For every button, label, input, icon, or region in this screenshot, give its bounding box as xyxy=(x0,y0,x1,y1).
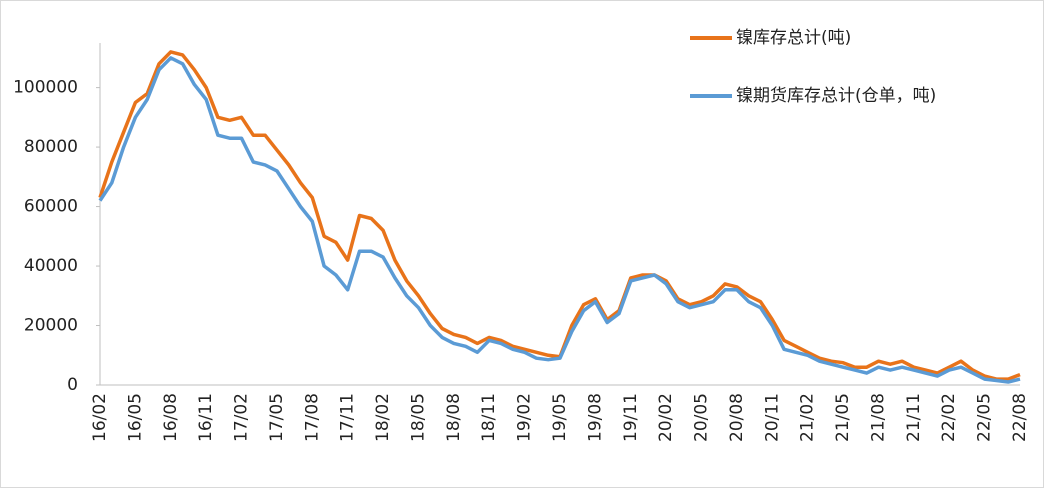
x-tick-label: 17/05 xyxy=(267,393,287,442)
y-tick-label: 100000 xyxy=(13,78,78,98)
y-tick-label: 20000 xyxy=(24,316,78,336)
x-tick-label: 16/05 xyxy=(125,393,145,442)
x-tick-label: 20/08 xyxy=(727,393,747,442)
x-tick-label: 21/02 xyxy=(798,393,818,442)
x-tick-label: 20/11 xyxy=(762,393,782,442)
x-tick-label: 18/08 xyxy=(444,393,464,442)
x-tick-label: 19/02 xyxy=(515,393,535,442)
x-tick-label: 22/05 xyxy=(975,393,995,442)
x-tick-label: 17/02 xyxy=(232,393,252,442)
x-tick-label: 22/08 xyxy=(1010,393,1030,442)
series-line xyxy=(98,56,1021,384)
x-tick-label: 19/05 xyxy=(550,393,570,442)
x-tick-label: 17/08 xyxy=(302,393,322,442)
x-tick-label: 19/11 xyxy=(621,393,641,442)
x-tick-label: 18/11 xyxy=(479,393,499,442)
x-tick-label: 18/05 xyxy=(408,393,428,442)
x-tick-label: 21/08 xyxy=(868,393,888,442)
x-tick-label: 20/02 xyxy=(656,393,676,442)
x-tick-label: 18/02 xyxy=(373,393,393,442)
y-tick-label: 40000 xyxy=(24,256,78,276)
x-tick-label: 22/02 xyxy=(939,393,959,442)
x-tick-label: 16/11 xyxy=(196,393,216,442)
x-tick-label: 20/05 xyxy=(692,393,712,442)
x-tick-label: 16/08 xyxy=(161,393,181,442)
y-tick-label: 0 xyxy=(67,375,78,395)
x-tick-label: 21/11 xyxy=(904,393,924,442)
legend-label: 镍期货库存总计(仓单，吨) xyxy=(736,86,936,106)
x-tick-label: 19/08 xyxy=(585,393,605,442)
legend-label: 镍库存总计(吨) xyxy=(736,28,851,48)
y-tick-label: 60000 xyxy=(24,197,78,217)
y-tick-label: 80000 xyxy=(24,137,78,157)
x-tick-label: 21/05 xyxy=(833,393,853,442)
x-tick-label: 17/11 xyxy=(338,393,358,442)
x-tick-label: 16/02 xyxy=(90,393,110,442)
